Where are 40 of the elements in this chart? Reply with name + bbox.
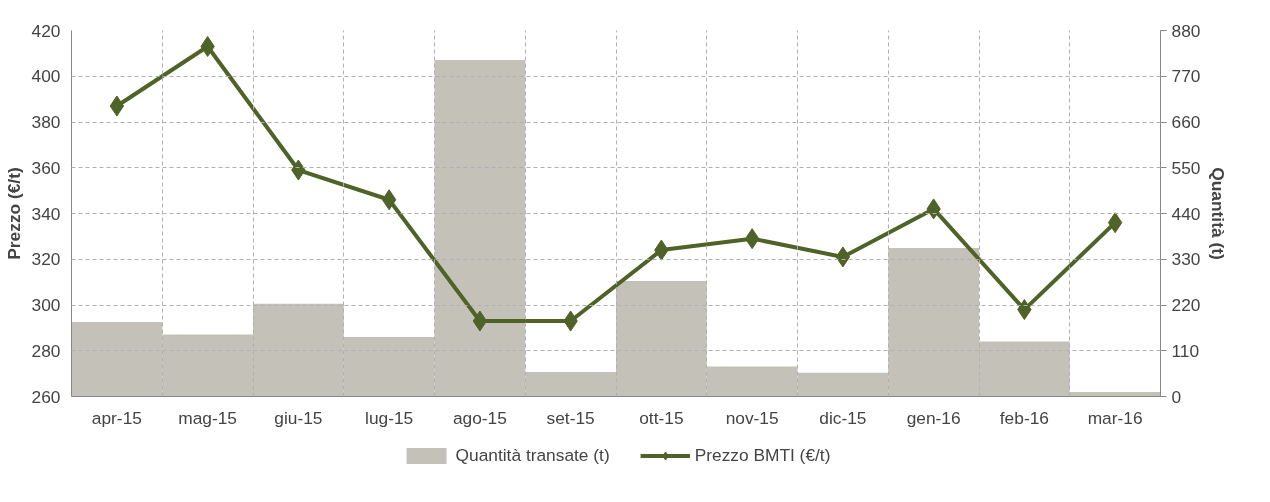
x-tick-label: ott-15: [639, 407, 684, 428]
y-tick-label: 300: [31, 295, 61, 315]
x-tick-label: ago-15: [452, 407, 507, 428]
y2-tick-label: 660: [1171, 112, 1201, 132]
y-tick-label: 380: [31, 112, 61, 132]
y-tick-label: 260: [31, 386, 61, 407]
y2-tick-label: 110: [1171, 340, 1200, 361]
x-tick-label: nov-15: [725, 407, 779, 428]
y-tick-label: 400: [31, 66, 61, 87]
x-tick-label: dic-15: [819, 407, 867, 428]
x-tick-label: mar-16: [1087, 407, 1143, 428]
legend-label: Quantità transate (t): [455, 444, 610, 466]
point: [109, 95, 125, 117]
y2-tick-label: 880: [1171, 20, 1201, 41]
y-tick-label: 360: [31, 157, 61, 178]
y2-tick-label: 220: [1171, 295, 1201, 315]
x-tick-label: lug-15: [365, 407, 414, 428]
point: [381, 189, 397, 211]
legend-label: Prezzo BMTI (€/t): [694, 444, 831, 466]
y2-axis-title: Quantità (t): [1208, 167, 1229, 260]
point: [835, 246, 851, 268]
x-tick-label: feb-16: [999, 407, 1049, 428]
point: [472, 310, 488, 332]
y2-tick-label: 0: [1171, 386, 1182, 407]
point: [744, 228, 760, 250]
x-tick-label: set-15: [546, 407, 595, 428]
y2-tick-label: 550: [1171, 157, 1201, 178]
y-tick-label: 280: [31, 340, 61, 361]
y2-tick-label: 440: [1171, 203, 1201, 224]
y-tick-label: 320: [31, 249, 61, 270]
x-tick-label: gen-16: [906, 407, 961, 428]
y-tick-label: 340: [31, 203, 61, 224]
y-tick-label: 420: [31, 20, 61, 41]
x-tick-label: giu-15: [274, 407, 323, 428]
y-axis-title: Prezzo (€/t): [3, 167, 24, 260]
y2-tick-label: 330: [1171, 249, 1201, 270]
x-tick-label: apr-15: [91, 407, 142, 428]
y2-tick-label: 770: [1171, 66, 1201, 87]
x-tick-label: mag-15: [178, 407, 238, 428]
point: [1107, 212, 1123, 234]
